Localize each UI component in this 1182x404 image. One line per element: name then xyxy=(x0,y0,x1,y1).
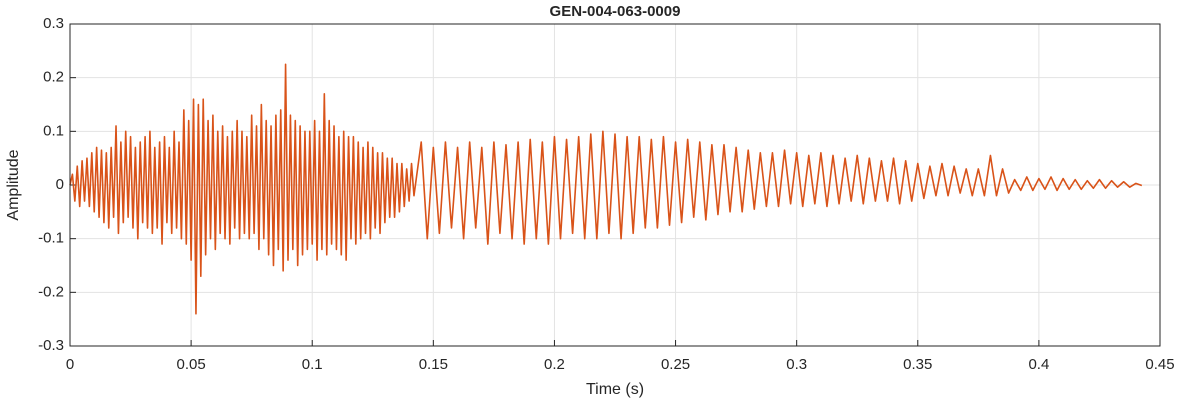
y-tick-label: 0.2 xyxy=(43,69,64,86)
axes-box xyxy=(69,23,1161,347)
x-tick-label: 0.25 xyxy=(661,356,690,373)
y-axis-label: Amplitude xyxy=(5,149,22,220)
y-tick-label: -0.2 xyxy=(38,283,64,300)
x-tick-label: 0 xyxy=(66,356,74,373)
y-tick-label: 0.3 xyxy=(43,15,64,32)
y-tick-label: -0.3 xyxy=(38,337,64,354)
waveform xyxy=(69,63,1143,315)
x-tick-label: 0.3 xyxy=(786,356,807,373)
x-axis-label: Time (s) xyxy=(586,381,644,398)
x-tick-label: 0.45 xyxy=(1145,356,1174,373)
y-tick-label: 0 xyxy=(56,176,64,193)
x-tick-label: 0.35 xyxy=(903,356,932,373)
y-tick-label: -0.1 xyxy=(38,230,64,247)
y-tick-label: 0.1 xyxy=(43,122,64,139)
x-tick-label: 0.05 xyxy=(177,356,206,373)
x-tick-label: 0.15 xyxy=(419,356,448,373)
x-tick-label: 0.2 xyxy=(544,356,565,373)
x-tick-label: 0.1 xyxy=(302,356,323,373)
chart-title: GEN-004-063-0009 xyxy=(550,3,681,20)
x-tick-label: 0.4 xyxy=(1028,356,1049,373)
